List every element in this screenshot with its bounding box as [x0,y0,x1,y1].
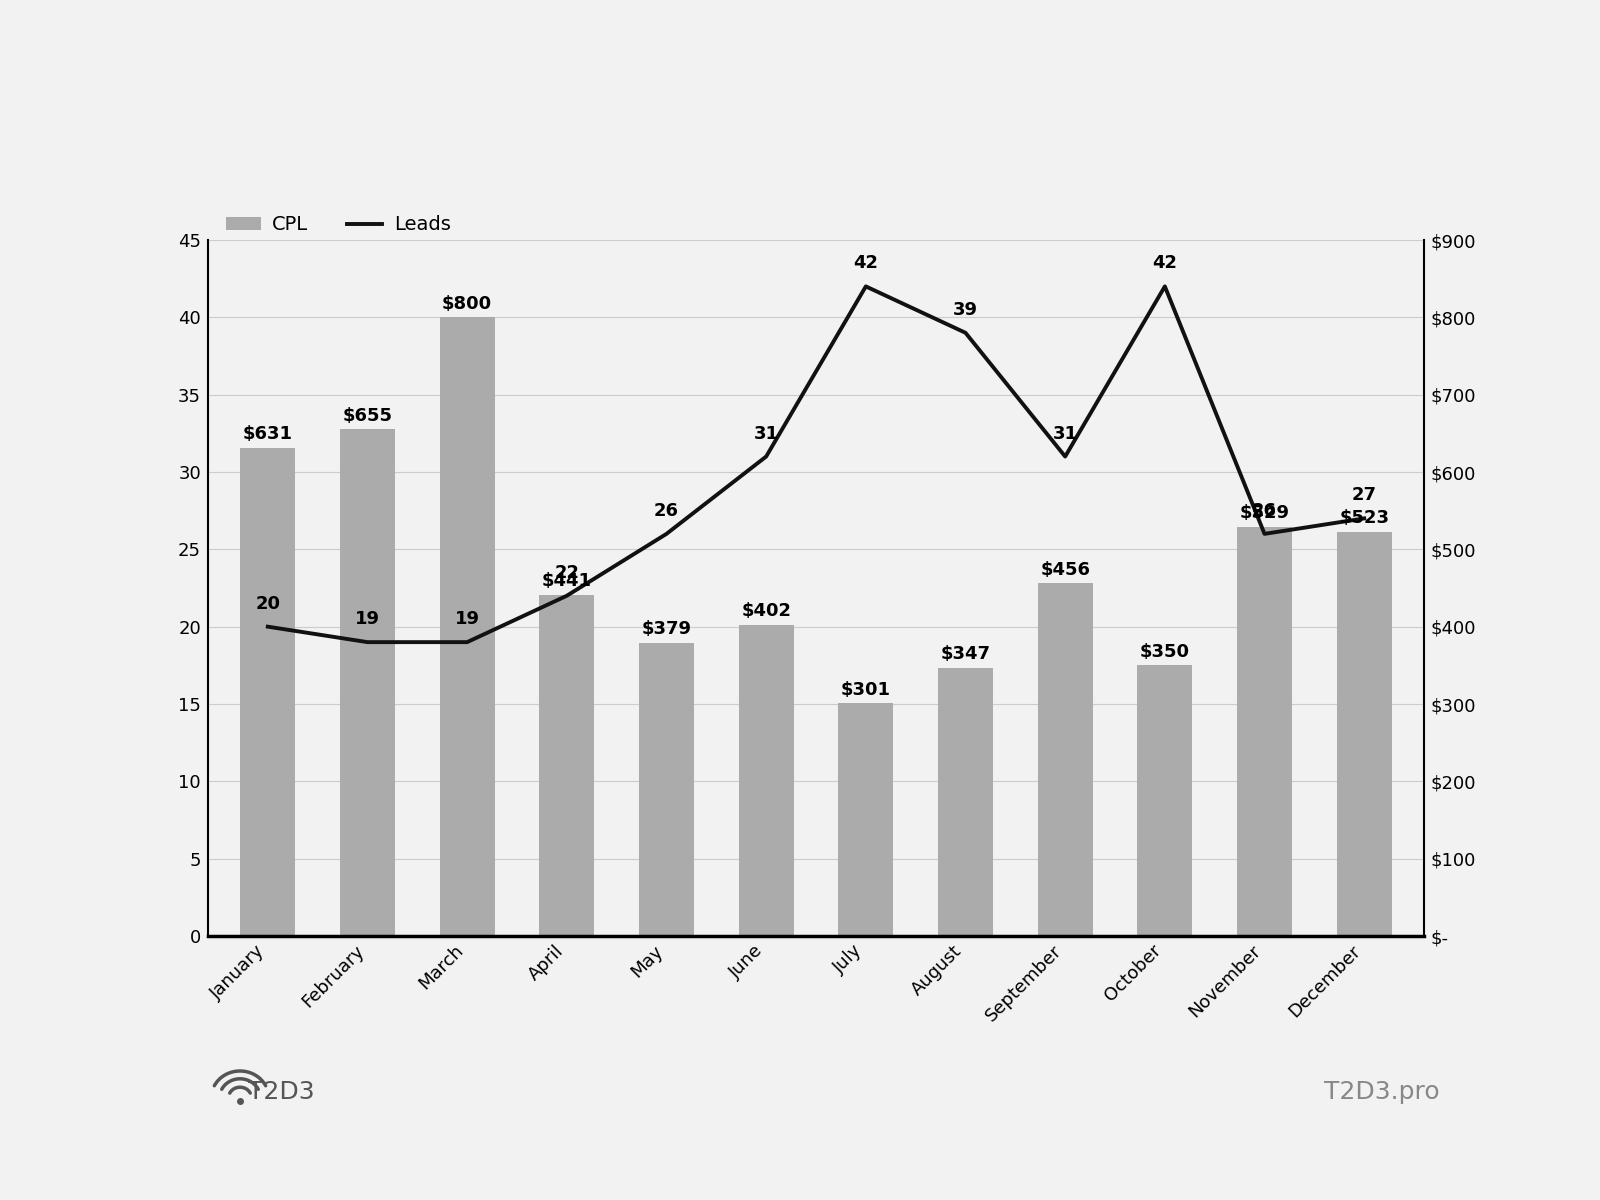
Bar [1336,532,1392,936]
Bar [539,595,594,936]
Legend: CPL, Leads: CPL, Leads [218,208,459,242]
Text: $379: $379 [642,620,691,638]
Text: 19: 19 [454,611,480,629]
Text: $655: $655 [342,407,392,425]
Bar [1237,527,1291,936]
Text: 27: 27 [1352,486,1376,504]
Text: $402: $402 [741,602,790,620]
Text: 19: 19 [355,611,379,629]
Text: 42: 42 [1152,254,1178,272]
Text: $456: $456 [1040,560,1090,578]
Bar [1138,665,1192,936]
Bar [440,317,494,936]
Bar [938,667,994,936]
Text: $631: $631 [243,425,293,443]
Text: T2D3: T2D3 [248,1080,315,1104]
Text: T2D3.pro: T2D3.pro [1325,1080,1440,1104]
Text: $347: $347 [941,646,990,664]
Text: 22: 22 [554,564,579,582]
Text: 39: 39 [954,301,978,319]
Text: $529: $529 [1240,504,1290,522]
Bar [838,703,893,936]
Text: 26: 26 [654,502,678,520]
Bar [1038,583,1093,936]
Text: 31: 31 [754,425,779,443]
Text: $350: $350 [1139,643,1190,661]
Text: 20: 20 [256,595,280,613]
Bar [638,643,694,936]
Text: 42: 42 [853,254,878,272]
Text: 31: 31 [1053,425,1078,443]
Bar [240,448,296,936]
Text: $301: $301 [842,680,891,698]
Text: 26: 26 [1253,502,1277,520]
Text: $441: $441 [542,572,592,590]
Text: $800: $800 [442,295,493,313]
Bar [739,625,794,936]
Text: $523: $523 [1339,509,1389,527]
Bar [341,430,395,936]
